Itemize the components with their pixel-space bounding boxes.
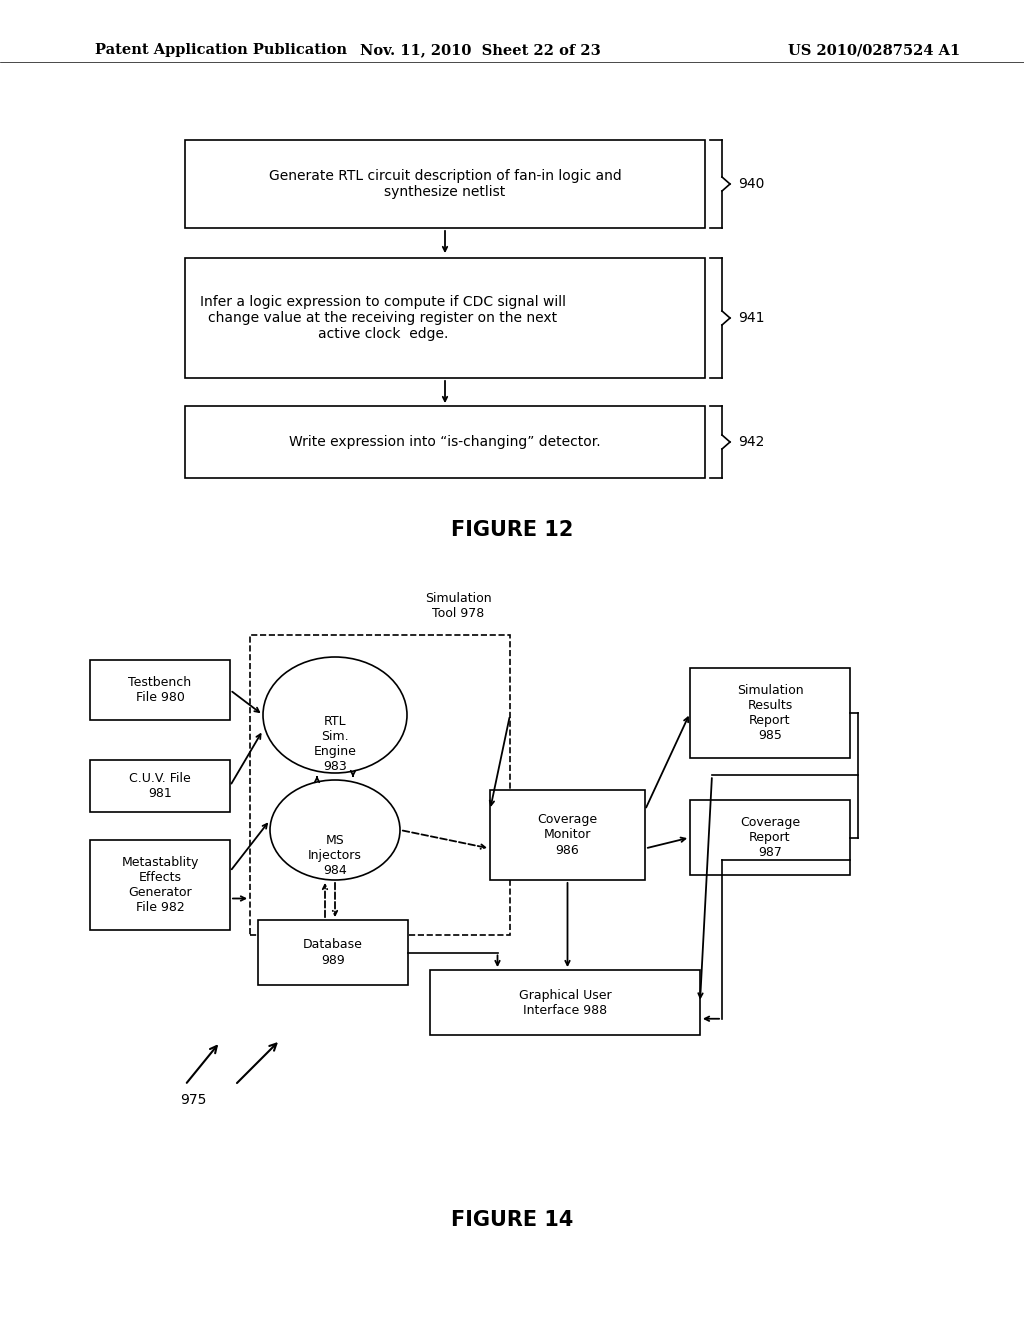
Text: Nov. 11, 2010  Sheet 22 of 23: Nov. 11, 2010 Sheet 22 of 23 [359,44,600,57]
Bar [690,668,850,758]
Text: Patent Application Publication: Patent Application Publication [95,44,347,57]
Text: Simulation
Tool 978: Simulation Tool 978 [425,591,492,620]
Text: MS
Injectors
984: MS Injectors 984 [308,833,361,876]
Bar [185,257,705,378]
Text: Generate RTL circuit description of fan-in logic and
synthesize netlist: Generate RTL circuit description of fan-… [268,169,622,199]
Text: Testbench
File 980: Testbench File 980 [128,676,191,704]
Text: 940: 940 [738,177,764,191]
Text: C.U.V. File
981: C.U.V. File 981 [129,772,190,800]
Bar [490,789,645,880]
Text: Coverage
Report
987: Coverage Report 987 [740,816,800,859]
Bar [185,407,705,478]
Text: 975: 975 [180,1093,207,1107]
Text: FIGURE 12: FIGURE 12 [451,520,573,540]
Text: FIGURE 14: FIGURE 14 [451,1210,573,1230]
Text: Coverage
Monitor
986: Coverage Monitor 986 [538,813,598,857]
Bar [690,800,850,875]
Text: Simulation
Results
Report
985: Simulation Results Report 985 [736,684,803,742]
Ellipse shape [263,657,407,774]
Text: Graphical User
Interface 988: Graphical User Interface 988 [519,989,611,1016]
Text: Infer a logic expression to compute if CDC signal will
change value at the recei: Infer a logic expression to compute if C… [200,294,566,341]
Bar [90,660,230,719]
Text: Database
989: Database 989 [303,939,362,966]
Text: US 2010/0287524 A1: US 2010/0287524 A1 [787,44,961,57]
Text: RTL
Sim.
Engine
983: RTL Sim. Engine 983 [313,715,356,774]
Bar [430,970,700,1035]
Text: Metastablity
Effects
Generator
File 982: Metastablity Effects Generator File 982 [121,855,199,913]
Bar [90,840,230,931]
Text: Write expression into “is-changing” detector.: Write expression into “is-changing” dete… [289,436,601,449]
Text: 942: 942 [738,436,764,449]
Ellipse shape [270,780,400,880]
Text: 941: 941 [738,312,765,325]
Bar [258,920,408,985]
Bar [185,140,705,228]
Bar [90,760,230,812]
Bar [250,635,510,935]
